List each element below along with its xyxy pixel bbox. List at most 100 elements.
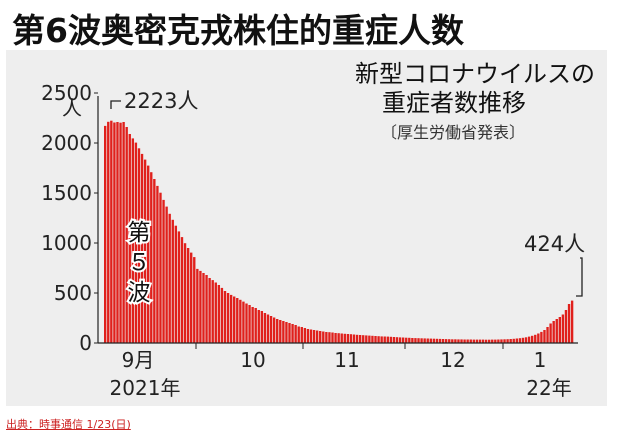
bar	[374, 336, 377, 343]
bar	[180, 237, 184, 343]
bar	[116, 122, 119, 343]
x-year-2022: 22年	[526, 376, 571, 400]
bar	[365, 335, 368, 343]
bar	[500, 339, 503, 343]
bar	[214, 282, 217, 343]
bar	[537, 333, 540, 343]
bar	[371, 335, 374, 343]
bar	[236, 298, 239, 343]
bar	[140, 153, 144, 343]
bar	[494, 339, 497, 343]
bar	[107, 121, 110, 343]
bar	[395, 337, 399, 343]
y-unit-label: 人	[62, 96, 82, 120]
bar	[444, 339, 448, 343]
bar	[208, 278, 211, 343]
bar	[285, 322, 288, 343]
bar	[205, 275, 208, 343]
bar	[346, 334, 350, 343]
bar	[174, 225, 178, 343]
bar	[497, 339, 500, 343]
bar	[420, 338, 423, 343]
bar	[125, 127, 128, 343]
bar	[297, 326, 300, 343]
bar	[438, 338, 442, 343]
bars	[104, 120, 574, 344]
bar	[254, 308, 257, 343]
latest-annotation: 424人	[524, 232, 585, 256]
bar	[303, 328, 307, 343]
bar	[263, 313, 267, 343]
bar	[134, 142, 138, 343]
bar	[411, 338, 414, 343]
bar	[398, 337, 402, 343]
bar	[202, 273, 205, 343]
bar	[549, 323, 552, 343]
bar	[306, 329, 310, 343]
bar	[454, 339, 457, 343]
bar	[481, 339, 485, 343]
x-label-sep: 9月	[122, 348, 155, 372]
bar	[530, 335, 534, 343]
bar	[460, 339, 463, 343]
source-credit: 出典：時事通信 1/23(日)	[6, 418, 131, 431]
bar	[386, 336, 389, 343]
bar	[300, 327, 303, 343]
bar	[150, 172, 153, 343]
chart-title-line1: 新型コロナウイルスの	[355, 60, 595, 88]
bar	[349, 334, 353, 343]
bar	[472, 339, 475, 343]
bar	[331, 332, 334, 343]
bar	[196, 268, 199, 343]
bar	[257, 310, 260, 343]
bar	[340, 333, 343, 343]
bar	[503, 339, 506, 343]
chart-title-line2: 重症者数推移	[382, 89, 526, 117]
bar	[312, 330, 316, 343]
bar	[543, 330, 546, 343]
bar	[156, 185, 159, 343]
wave-annotation: 第５波	[128, 220, 151, 306]
bar	[567, 304, 571, 343]
y-tick-label: 2000	[41, 131, 92, 155]
bar	[518, 338, 522, 343]
bar	[491, 339, 494, 343]
bar	[506, 339, 509, 343]
bar	[251, 307, 254, 343]
bar	[177, 231, 181, 343]
bar	[558, 317, 562, 343]
bar	[328, 332, 331, 343]
bar	[540, 331, 543, 343]
bar	[122, 122, 125, 343]
bar	[561, 314, 565, 343]
bar	[137, 148, 141, 343]
bar	[448, 339, 451, 343]
bar	[478, 339, 482, 343]
bar	[521, 337, 525, 343]
chart-source: 〔厚生労働省発表〕	[381, 123, 525, 142]
latest-leader-line	[576, 257, 583, 297]
bar	[509, 339, 512, 343]
bar	[405, 337, 408, 343]
bar	[266, 314, 270, 343]
bar	[220, 287, 224, 343]
bar	[186, 248, 190, 343]
bar	[358, 335, 362, 343]
bar	[168, 213, 171, 343]
bar	[417, 338, 420, 343]
bar	[183, 243, 187, 343]
bar	[368, 335, 371, 343]
bar	[309, 329, 313, 343]
bar	[512, 338, 515, 343]
bar	[288, 323, 291, 343]
bar	[279, 320, 282, 343]
bar	[171, 219, 174, 343]
bar	[389, 336, 393, 343]
headline-banner: 第6波奥密克戎株住的重症人数	[0, 0, 621, 52]
bar	[377, 336, 380, 343]
bar	[147, 165, 150, 343]
bar	[153, 179, 156, 343]
bar	[408, 337, 411, 343]
bar	[383, 336, 386, 343]
y-tick-label: 500	[54, 281, 92, 305]
